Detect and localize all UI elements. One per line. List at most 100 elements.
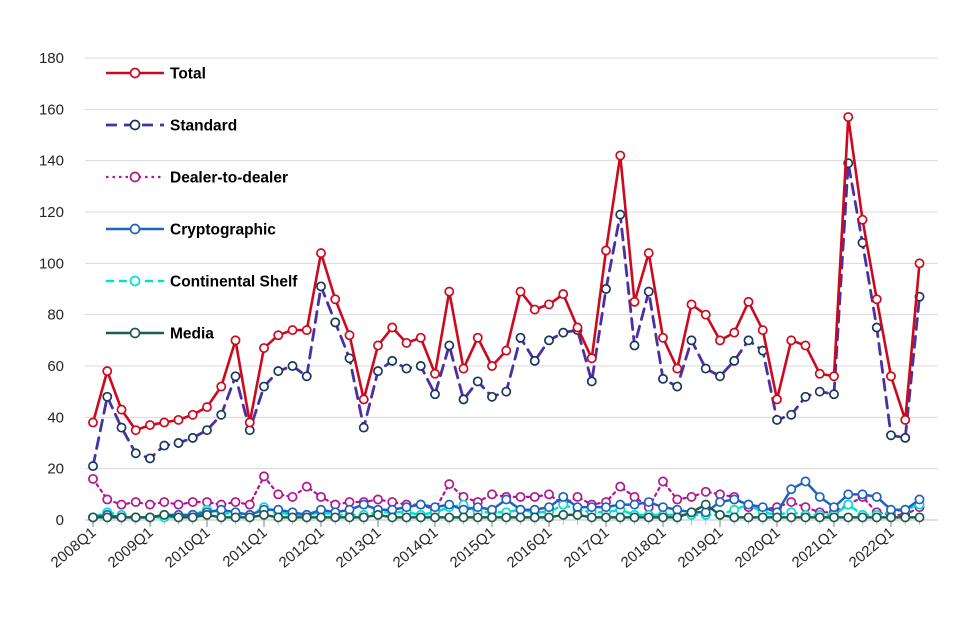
y-axis-tick-label: 80 <box>47 307 64 324</box>
data-point-total <box>316 248 326 259</box>
data-point-cryptographic <box>444 499 455 510</box>
data-point-total <box>786 335 797 346</box>
data-point-media <box>757 512 768 523</box>
data-point-cryptographic <box>914 494 925 505</box>
data-point-standard <box>501 386 512 397</box>
data-point-standard <box>330 317 341 328</box>
data-point-total <box>187 409 198 420</box>
data-point-media <box>458 512 469 523</box>
data-point-total <box>259 343 269 353</box>
data-point-total <box>116 404 127 415</box>
data-point-media <box>116 512 127 523</box>
data-point-standard <box>643 286 654 297</box>
data-point-total <box>102 366 113 377</box>
data-point-total <box>601 245 611 256</box>
data-point-total <box>757 325 768 336</box>
x-axis-tick-label: 2012Q1 <box>276 524 328 571</box>
data-point-media <box>344 512 355 523</box>
data-point-total <box>401 337 412 348</box>
x-axis-tick-label: 2011Q1 <box>220 524 271 571</box>
data-point-standard <box>800 391 811 402</box>
data-point-media <box>187 512 198 523</box>
x-axis-tick-label: 2017Q1 <box>561 524 613 571</box>
data-point-standard <box>401 363 412 374</box>
data-point-total <box>487 361 497 371</box>
data-point-total <box>387 322 398 333</box>
data-point-media <box>130 512 141 523</box>
data-point-total <box>643 248 654 259</box>
data-point-standard <box>472 376 483 387</box>
data-point-cryptographic <box>829 502 839 513</box>
data-point-total <box>843 112 854 122</box>
data-point-total <box>800 340 811 351</box>
data-point-media <box>244 512 255 523</box>
data-point-total <box>558 289 569 300</box>
data-point-dealer-to-dealer <box>230 497 241 507</box>
data-point-total <box>373 340 383 351</box>
data-point-cryptographic <box>558 491 569 502</box>
data-point-total <box>344 330 355 341</box>
data-point-media <box>515 512 526 523</box>
data-point-standard <box>458 394 469 405</box>
data-point-dealer-to-dealer <box>273 489 284 500</box>
data-point-media <box>230 512 241 523</box>
legend-marker-continental-shelf <box>129 275 141 287</box>
data-point-media <box>914 512 925 523</box>
data-point-standard <box>273 366 284 377</box>
data-point-total <box>629 296 640 307</box>
data-point-dealer-to-dealer <box>88 473 98 484</box>
data-point-media <box>145 512 155 523</box>
data-point-media <box>415 512 426 523</box>
data-point-standard <box>700 363 711 374</box>
data-point-total <box>358 394 369 405</box>
x-axis-tick-label: 2022Q1 <box>846 524 898 571</box>
data-point-cryptographic <box>544 502 554 513</box>
data-point-total <box>330 294 341 305</box>
legend-item-dealer-to-dealer: Dealer-to-dealer <box>106 170 288 187</box>
data-point-media <box>629 512 640 523</box>
data-point-media <box>401 512 412 523</box>
data-point-media <box>643 512 654 523</box>
legend-item-media: Media <box>106 326 214 343</box>
data-point-standard <box>558 327 569 338</box>
data-point-dealer-to-dealer <box>572 491 583 502</box>
y-axis-tick-label: 180 <box>39 50 64 67</box>
y-axis-tick-label: 100 <box>39 255 64 272</box>
legend-marker-standard <box>129 119 141 131</box>
data-point-dealer-to-dealer <box>159 497 170 507</box>
data-point-total <box>715 335 725 346</box>
data-point-media <box>387 512 398 523</box>
data-point-media <box>786 512 797 523</box>
data-point-total <box>515 286 526 297</box>
data-point-media <box>601 512 611 523</box>
y-axis-tick-label: 160 <box>39 101 64 118</box>
data-point-cryptographic <box>643 497 654 507</box>
data-point-dealer-to-dealer <box>130 497 141 507</box>
data-point-total <box>672 363 683 374</box>
data-point-standard <box>629 340 640 351</box>
data-point-media <box>886 512 896 523</box>
data-point-standard <box>729 355 740 366</box>
data-point-cryptographic <box>715 497 725 507</box>
data-point-cryptographic <box>857 489 868 500</box>
data-point-media <box>159 509 170 520</box>
legend-label-cryptographic: Cryptographic <box>170 222 276 239</box>
data-point-total <box>173 414 184 425</box>
data-point-total <box>458 363 469 374</box>
data-point-media <box>743 512 754 523</box>
data-point-standard <box>544 335 554 346</box>
data-point-media <box>102 512 113 523</box>
data-point-total <box>814 368 825 379</box>
data-point-total <box>472 332 483 343</box>
y-axis-tick-label: 120 <box>39 204 64 221</box>
data-point-media <box>202 509 212 520</box>
data-point-dealer-to-dealer <box>259 471 269 482</box>
data-point-standard <box>529 355 540 366</box>
data-point-cryptographic <box>358 499 369 510</box>
data-point-dealer-to-dealer <box>373 494 383 505</box>
legend-label-continental-shelf: Continental Shelf <box>170 274 298 291</box>
data-point-total <box>886 371 896 382</box>
y-axis-tick-label: 60 <box>47 358 64 375</box>
data-point-total <box>658 332 668 343</box>
